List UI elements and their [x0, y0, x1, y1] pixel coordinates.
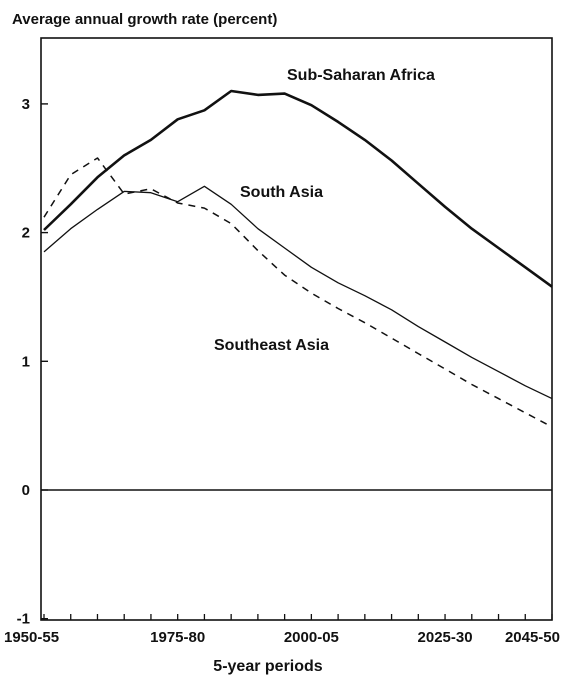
series-layer [43, 89, 553, 428]
x-tick-label: 2000-05 [284, 629, 339, 646]
series-label-south-asia: South Asia [240, 184, 323, 201]
series-label-sub-saharan-africa: Sub-Saharan Africa [287, 67, 435, 84]
series-line-sub-saharan-africa [43, 89, 553, 288]
y-tick-label: 3 [22, 96, 30, 113]
x-axis-title: 5-year periods [213, 658, 322, 675]
series-line-southeast-asia [43, 157, 553, 428]
chart-title: Average annual growth rate (percent) [12, 11, 277, 28]
series-label-southeast-asia: Southeast Asia [214, 337, 329, 354]
x-tick-label: 1950-55 [4, 629, 59, 646]
x-tick-label: 2045-50 [505, 629, 560, 646]
y-tick-label: 2 [22, 225, 30, 242]
y-axis: -1 0 1 2 3 [17, 96, 48, 628]
y-tick-label: 0 [22, 482, 30, 499]
x-tick-label: 1975-80 [150, 629, 205, 646]
x-tick-label: 2025-30 [418, 629, 473, 646]
series-line-south-asia [43, 185, 553, 400]
y-tick-label: -1 [17, 611, 30, 628]
x-axis: 1950-55 1975-80 2000-05 2025-30 2045-50 [4, 614, 560, 646]
plot-frame [40, 37, 553, 621]
y-tick-label: 1 [22, 353, 30, 370]
